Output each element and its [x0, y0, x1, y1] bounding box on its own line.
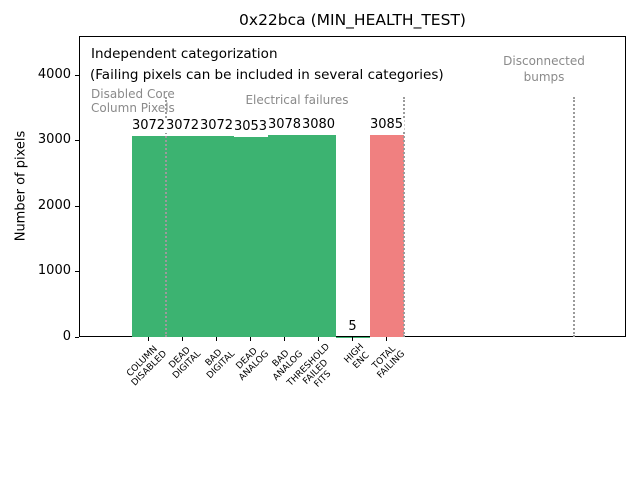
x-tick-6: [352, 337, 353, 341]
x-tick-3: [250, 337, 251, 341]
annotation-failing-note: (Failing pixels can be included in sever…: [90, 66, 444, 83]
y-tick-1: [75, 271, 79, 273]
bar-value-label-7: 3085: [368, 116, 405, 132]
annotation-independent-categorization: Independent categorization: [91, 46, 278, 62]
plot-area: [79, 36, 626, 337]
x-tick-7: [386, 337, 387, 341]
x-tick-0: [148, 337, 149, 341]
bar-7: [369, 134, 404, 337]
x-tick-2: [216, 337, 217, 341]
bar-value-label-5: 3080: [300, 117, 337, 133]
y-tick-label-0: 0: [62, 329, 71, 344]
annotation-electrical-failures: Electrical failures: [245, 93, 349, 107]
chart-title: 0x22bca (MIN_HEALTH_TEST): [239, 11, 466, 29]
bar-2: [199, 135, 234, 337]
separator-line-0: [164, 97, 167, 337]
y-tick-label-3: 3000: [37, 132, 71, 148]
bar-value-label-0: 3072: [130, 117, 167, 133]
bar-value-label-2: 3072: [198, 117, 235, 133]
x-tick-5: [318, 337, 319, 341]
bar-value-label-4: 3078: [266, 117, 303, 133]
separator-line-1: [402, 97, 405, 337]
x-tick-1: [182, 337, 183, 341]
x-tick-4: [284, 337, 285, 341]
annotation-disconnected-bumps: Disconnected bumps: [503, 54, 585, 85]
bar-0: [131, 135, 166, 337]
y-tick-label-2: 2000: [37, 197, 71, 213]
bar-value-label-1: 3072: [164, 117, 201, 133]
y-tick-2: [75, 205, 79, 207]
y-tick-label-1: 1000: [37, 263, 71, 279]
y-tick-label-4: 4000: [37, 66, 71, 82]
bar-3: [233, 136, 268, 337]
bar-4: [267, 135, 302, 337]
annotation-disabled-core-column-pixels: Disabled Core Column Pixels: [91, 86, 175, 116]
y-tick-4: [75, 74, 79, 76]
bar-value-label-6: 5: [347, 318, 358, 334]
bar-5: [301, 135, 336, 337]
y-tick-3: [75, 140, 79, 142]
separator-line-2: [572, 97, 575, 337]
bar-value-label-3: 3053: [232, 118, 269, 135]
x-tick-label-text-7: TOTAL FAILING: [370, 344, 407, 381]
y-tick-0: [75, 337, 79, 338]
bar-1: [165, 135, 200, 337]
